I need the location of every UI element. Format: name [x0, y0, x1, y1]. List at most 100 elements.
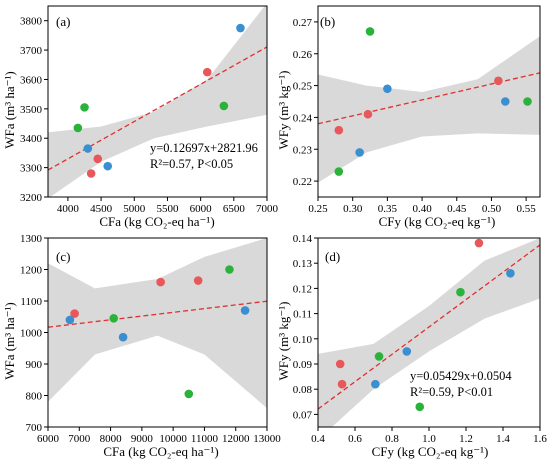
plot-frame [317, 5, 541, 198]
y-tick-label: 0.08 [293, 384, 313, 396]
x-tick-label: 0.50 [482, 203, 502, 215]
x-tick-label: 11000 [191, 433, 219, 445]
x-tick-label: 1.6 [533, 433, 547, 445]
y-tick-label: 0.09 [293, 359, 313, 371]
y-tick-label: 0.26 [293, 49, 313, 61]
x-tick-label: 0.6 [348, 433, 362, 445]
panel-d-ylabel: WFy (m³ kg⁻¹) [276, 302, 291, 381]
x-tick-label: 0.30 [343, 203, 363, 215]
y-tick-label: 1000 [20, 328, 43, 340]
data-point-blue [402, 347, 412, 356]
plot-area [318, 238, 540, 427]
panel-d-equation: y=0.05429x+0.0504 [410, 369, 512, 383]
data-point-blue [506, 268, 515, 278]
y-tick-label: 3700 [20, 45, 43, 57]
data-point-red [193, 276, 203, 285]
data-point-green [334, 167, 344, 176]
data-point-green [523, 97, 532, 106]
plot-area [48, 6, 267, 197]
y-tick-label: 0.10 [293, 334, 313, 346]
data-point-blue [103, 161, 113, 171]
y-tick-label: 3300 [20, 163, 43, 175]
confidence-band [48, 238, 267, 409]
data-point-red [334, 125, 344, 135]
data-point-red [363, 109, 373, 119]
data-point-blue [118, 332, 128, 342]
data-point-green [365, 27, 375, 36]
x-tick-label: 0.40 [412, 203, 432, 215]
y-tick-label: 700 [26, 422, 43, 434]
panel-c-xlabel: CFa (kg CO₂-eq ha⁻¹) [103, 444, 218, 459]
x-tick-label: 7000 [68, 433, 91, 445]
x-tick-label: 12000 [222, 433, 250, 445]
x-tick-label: 0.45 [447, 203, 467, 215]
data-point-blue [65, 315, 75, 325]
plot-area [318, 27, 540, 183]
x-tick-label: 1.0 [422, 433, 436, 445]
panel-d: 0.4 0.6 0.8 1.0 1.2 1.4 1.6 0.07 0.08 0.09 0.10 0.1… [276, 233, 547, 459]
data-point-green [73, 123, 83, 133]
data-point-red [474, 238, 484, 248]
y-tick-label: 800 [26, 391, 43, 403]
data-point-red [494, 76, 503, 86]
x-tick-label: 0.4 [311, 433, 325, 445]
panel-d-label: (d) [325, 249, 340, 264]
regression-line [48, 300, 267, 328]
panel-c-label: (c) [56, 249, 70, 264]
x-tick-label: 6500 [223, 203, 246, 215]
data-point-red [202, 67, 212, 77]
x-tick-label: 1.2 [459, 433, 473, 445]
y-tick-label: 3200 [20, 192, 43, 204]
plot-area [48, 238, 267, 409]
y-tick-label: 0.12 [293, 283, 312, 295]
x-tick-label: 0.55 [517, 203, 537, 215]
y-tick-label: 3600 [20, 74, 43, 86]
data-point-blue [355, 148, 364, 157]
data-point-green [109, 314, 118, 323]
panel-c: 6000 7000 8000 9000 10000 11000 12000 13000 700 8… [2, 233, 281, 459]
data-point-green [456, 287, 465, 297]
panel-a-label: (a) [56, 14, 70, 29]
y-tick-label: 0.13 [293, 258, 313, 270]
data-point-green [225, 265, 234, 274]
data-point-green [184, 389, 194, 399]
data-point-red [337, 379, 347, 389]
x-tick-label: 9000 [131, 433, 154, 445]
y-tick-label: 1300 [20, 233, 43, 245]
y-tick-label: 0.23 [293, 144, 313, 156]
data-point-red [335, 359, 345, 369]
data-point-green [80, 103, 89, 112]
panel-a-stats: R²=0.57, P<0.05 [150, 157, 233, 171]
x-tick-label: 0.35 [378, 203, 398, 215]
y-tick-label: 3800 [20, 16, 43, 28]
y-tick-label: 3500 [20, 104, 43, 116]
data-point-blue [371, 379, 380, 389]
x-tick-label: 0.8 [385, 433, 399, 445]
panel-d-stats: R²=0.59, P<0.01 [410, 385, 493, 399]
data-point-red [156, 277, 165, 287]
x-tick-label: 5500 [156, 203, 179, 215]
data-point-red [70, 309, 79, 318]
data-point-blue [83, 144, 93, 153]
data-point-blue [501, 97, 510, 106]
y-tick-label: 0.14 [293, 233, 313, 245]
y-tick-label: 0.11 [293, 309, 312, 321]
x-tick-label: 4000 [57, 203, 80, 215]
x-tick-label: 6000 [37, 433, 60, 445]
x-tick-label: 1.4 [496, 433, 510, 445]
x-tick-label: 13000 [253, 433, 281, 445]
confidence-band [48, 6, 267, 197]
panel-b: 0.25 0.30 0.35 0.40 0.45 0.50 0.55 0.22 0.23 0.24… [276, 5, 541, 229]
x-tick-label: 0.25 [308, 203, 328, 215]
data-point-blue [383, 84, 392, 94]
x-tick-label: 10000 [159, 433, 187, 445]
x-tick-label: 6000 [190, 203, 213, 215]
regression-line [318, 244, 540, 410]
panel-a: 4000 4500 5000 5500 6000 6500 7000 3200 3300 3400… [2, 5, 279, 229]
x-tick-label: 5000 [123, 203, 146, 215]
y-tick-label: 1200 [20, 265, 43, 277]
y-tick-label: 0.22 [293, 176, 312, 188]
confidence-band [318, 36, 540, 183]
y-tick-label: 0.25 [293, 81, 313, 93]
